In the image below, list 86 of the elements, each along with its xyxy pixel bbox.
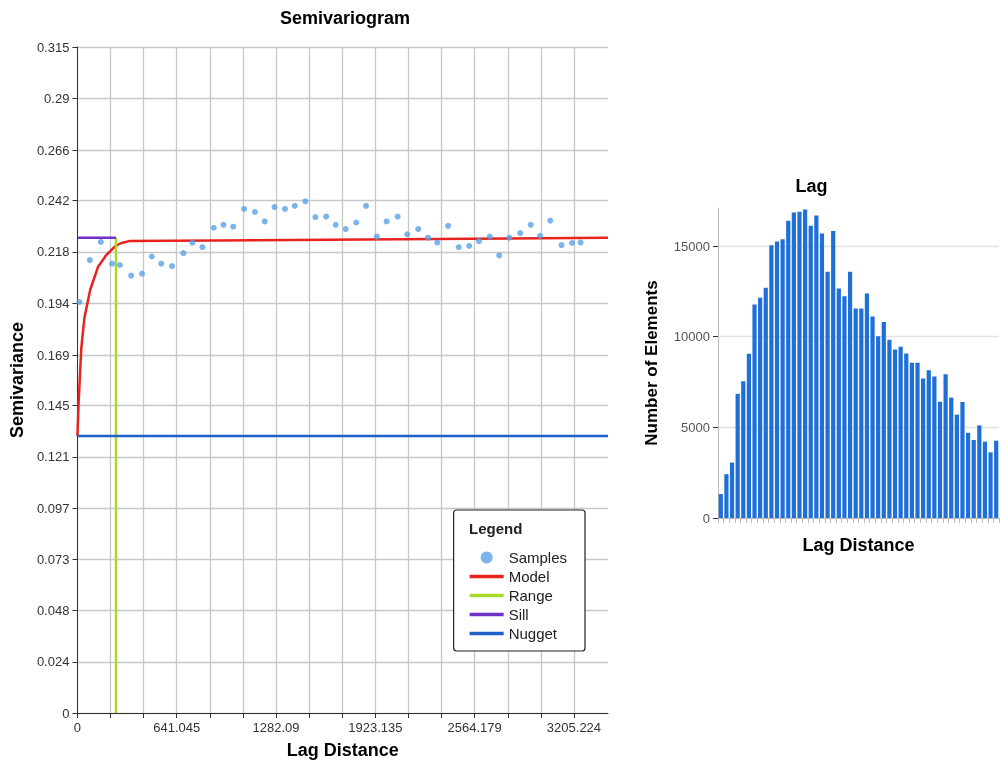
legend-label: Range	[508, 587, 553, 604]
point	[180, 250, 187, 257]
point	[251, 208, 258, 215]
point	[558, 242, 565, 249]
chart-title: Semivariogram	[279, 8, 411, 28]
chart-title: Lag	[795, 176, 828, 196]
y-tick-label: 10000	[673, 329, 710, 345]
bar	[937, 401, 943, 518]
point	[486, 233, 493, 240]
point	[517, 230, 524, 237]
y-tick-label: 0	[702, 510, 710, 526]
point	[445, 222, 452, 229]
y-axis-title: Semivariance	[7, 321, 27, 439]
point	[475, 238, 482, 245]
point	[148, 253, 155, 260]
point	[116, 261, 123, 268]
point	[506, 234, 513, 241]
point	[220, 221, 227, 228]
y-tick-label: 0	[62, 705, 70, 721]
legend-label: Nugget	[508, 625, 558, 642]
point	[569, 240, 576, 246]
y-axis-title: Number of Elements	[642, 280, 661, 446]
x-tick-label: 641.045	[153, 720, 201, 735]
y-tick-label: 0.145	[36, 398, 70, 414]
legend-title: Legend	[469, 520, 523, 538]
x-tick-label: 1923.135	[348, 720, 403, 735]
point	[291, 202, 298, 209]
point	[496, 252, 503, 259]
point	[547, 217, 554, 224]
x-axis-title: Lag Distance	[286, 740, 399, 760]
point	[383, 218, 390, 225]
point	[210, 224, 217, 231]
point	[271, 204, 278, 211]
x-tick-label: 2564.179	[447, 720, 502, 735]
point	[109, 260, 116, 267]
point	[76, 298, 83, 305]
point	[128, 272, 135, 279]
point	[466, 242, 473, 249]
y-tick-label: 0.194	[36, 295, 70, 311]
line-series	[76, 236, 610, 438]
y-tick-label: 0.073	[36, 551, 70, 567]
y-tick-label: 0.024	[36, 654, 70, 670]
point	[312, 214, 319, 221]
point	[86, 257, 93, 264]
point	[363, 202, 370, 209]
point	[199, 244, 206, 251]
y-tick-label: 0.048	[36, 603, 70, 619]
point	[169, 263, 176, 270]
point	[425, 234, 431, 241]
y-tick-label: 0.266	[36, 143, 70, 159]
point	[455, 244, 462, 251]
x-tick-label: 0	[73, 720, 82, 735]
point	[189, 239, 196, 246]
y-tick-label: 0.242	[36, 193, 70, 209]
y-tick-label: 0.29	[44, 90, 70, 106]
y-tick-label: 0.315	[36, 39, 70, 55]
point	[241, 205, 248, 212]
legend-label: Samples	[508, 549, 567, 566]
point	[527, 221, 534, 228]
point	[282, 205, 289, 212]
x-axis-title: Lag Distance	[802, 535, 915, 555]
y-tick-label: 0.121	[36, 449, 70, 465]
point	[577, 239, 584, 246]
point	[373, 233, 380, 240]
point	[394, 213, 401, 220]
x-tick-label: 1282.09	[252, 720, 300, 735]
point	[139, 270, 146, 277]
legend-label: Model	[508, 568, 550, 585]
point	[230, 223, 237, 230]
point	[537, 232, 544, 239]
point	[302, 198, 309, 205]
point	[97, 238, 104, 245]
point	[404, 231, 411, 238]
y-tick-label: 0.218	[36, 244, 70, 260]
y-tick-label: 0.169	[36, 348, 70, 364]
x-tick-label: 3205.224	[546, 720, 602, 735]
point	[332, 221, 339, 228]
bar	[774, 241, 780, 518]
point	[323, 213, 330, 220]
point	[342, 226, 349, 233]
y-tick-label: 15000	[673, 238, 710, 254]
legend-label: Sill	[508, 606, 529, 623]
y-tick-label: 5000	[681, 419, 710, 435]
y-tick-label: 0.097	[36, 500, 70, 516]
point	[158, 260, 165, 267]
point	[415, 226, 422, 233]
